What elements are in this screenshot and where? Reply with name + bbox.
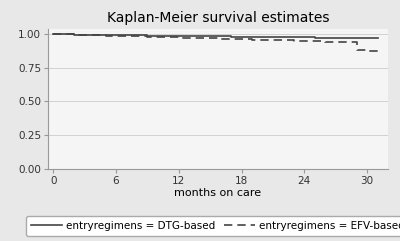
- Legend: entryregimens = DTG-based, entryregimens = EFV-based: entryregimens = DTG-based, entryregimens…: [26, 216, 400, 236]
- X-axis label: months on care: months on care: [174, 188, 262, 198]
- Title: Kaplan-Meier survival estimates: Kaplan-Meier survival estimates: [107, 11, 329, 25]
